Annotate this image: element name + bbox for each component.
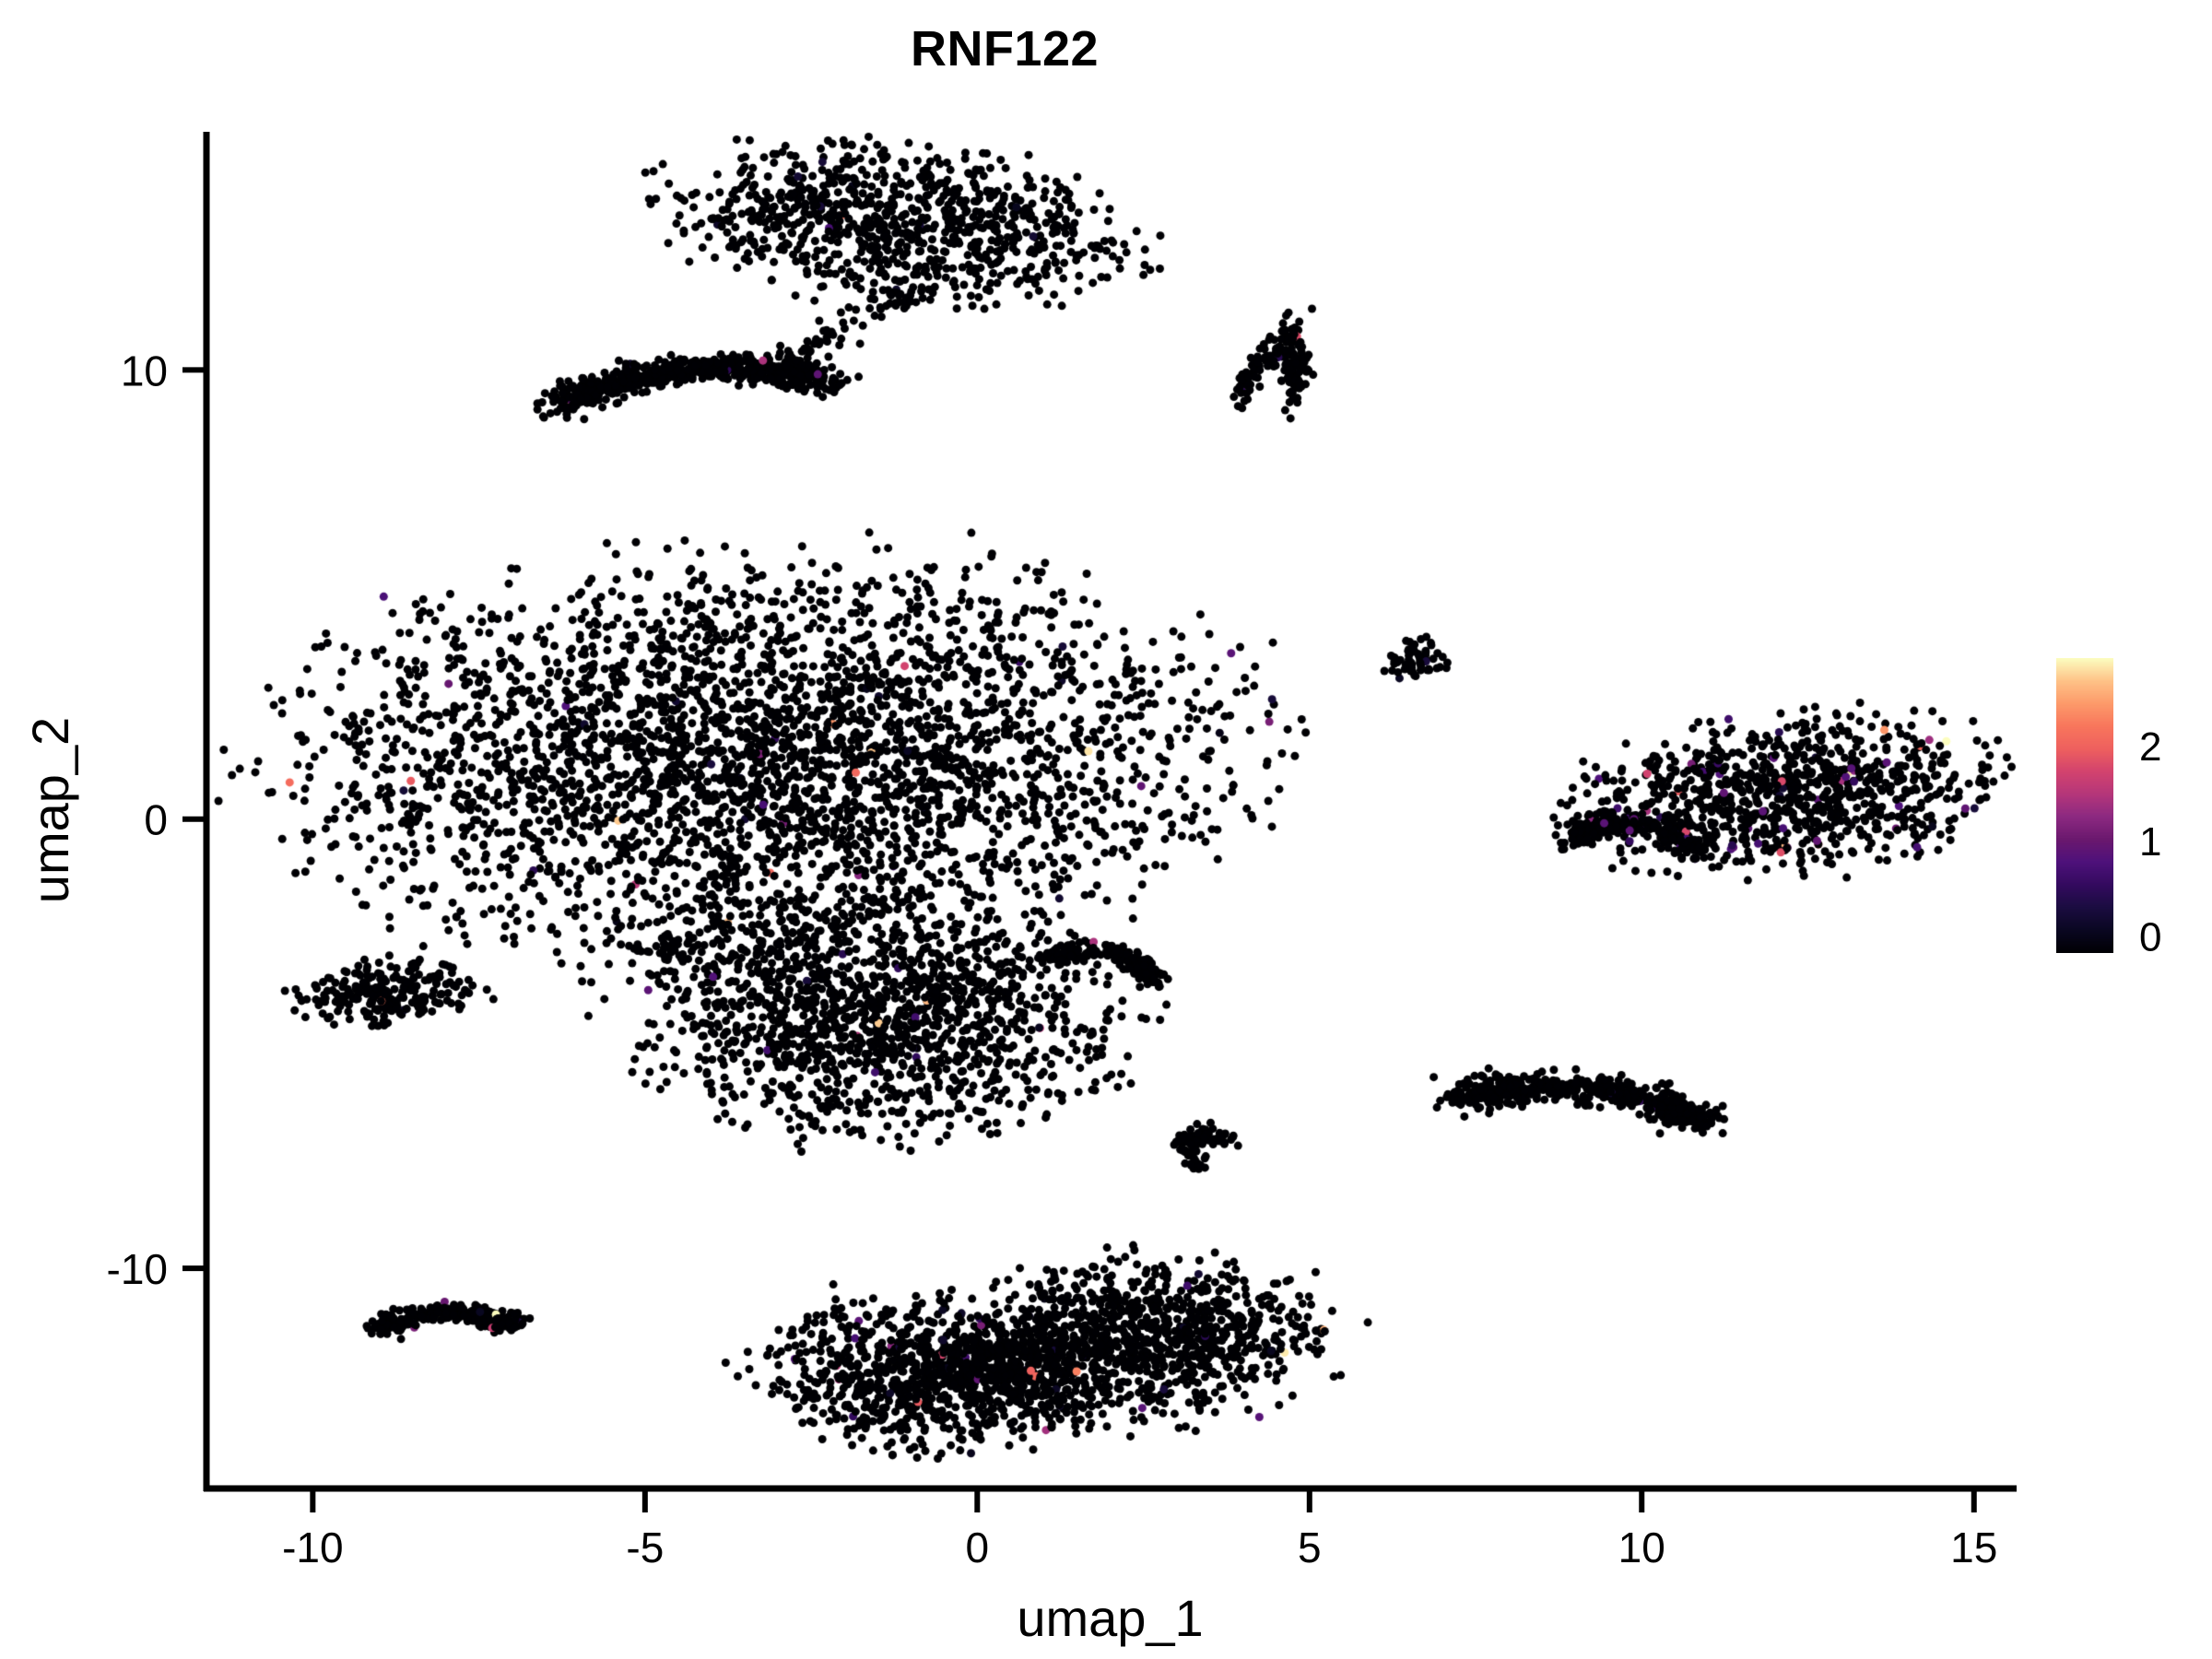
colorbar-gradient bbox=[2056, 658, 2113, 953]
